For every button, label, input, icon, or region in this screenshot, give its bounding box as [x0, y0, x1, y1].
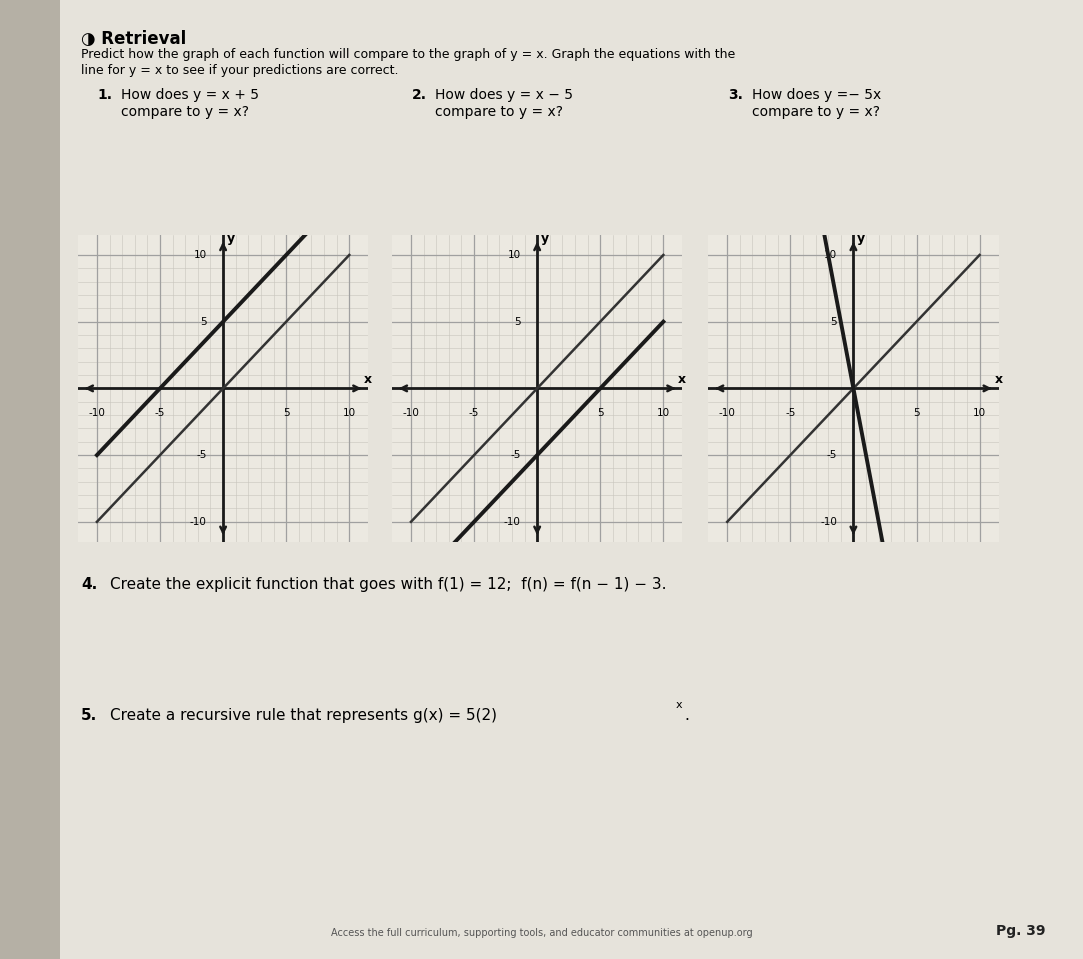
Text: -5: -5: [785, 409, 796, 418]
Text: 10: 10: [508, 250, 521, 260]
Text: Create a recursive rule that represents g(x) = 5(2): Create a recursive rule that represents …: [110, 708, 497, 723]
Text: Pg. 39: Pg. 39: [996, 924, 1046, 938]
Text: compare to y = x?: compare to y = x?: [752, 105, 879, 120]
Text: 5: 5: [283, 409, 289, 418]
Text: 10: 10: [656, 409, 670, 418]
Text: 5: 5: [831, 316, 837, 327]
Text: x: x: [994, 372, 1003, 386]
Text: -5: -5: [155, 409, 166, 418]
Text: 5: 5: [597, 409, 603, 418]
Text: 10: 10: [824, 250, 837, 260]
Text: -10: -10: [403, 409, 419, 418]
Text: line for y = x to see if your predictions are correct.: line for y = x to see if your prediction…: [81, 64, 399, 78]
Text: y: y: [857, 232, 865, 246]
Text: y: y: [540, 232, 549, 246]
Text: How does y =− 5x: How does y =− 5x: [752, 88, 880, 103]
Text: compare to y = x?: compare to y = x?: [435, 105, 563, 120]
Text: 1.: 1.: [97, 88, 113, 103]
Text: How does y = x + 5: How does y = x + 5: [121, 88, 259, 103]
Text: How does y = x − 5: How does y = x − 5: [435, 88, 573, 103]
Text: 3.: 3.: [728, 88, 743, 103]
Text: -10: -10: [719, 409, 735, 418]
Text: 10: 10: [194, 250, 207, 260]
Text: -10: -10: [504, 517, 521, 526]
Text: 5: 5: [913, 409, 919, 418]
Text: x: x: [678, 372, 687, 386]
Text: 4.: 4.: [81, 577, 97, 593]
Text: -5: -5: [469, 409, 480, 418]
Text: 2.: 2.: [412, 88, 427, 103]
Text: 5: 5: [200, 316, 207, 327]
Text: -5: -5: [826, 450, 837, 460]
Text: 5: 5: [514, 316, 521, 327]
Text: Predict how the graph of each function will compare to the graph of y = x. Graph: Predict how the graph of each function w…: [81, 48, 735, 61]
Text: 10: 10: [342, 409, 356, 418]
Text: y: y: [226, 232, 235, 246]
Text: Access the full curriculum, supporting tools, and educator communities at openup: Access the full curriculum, supporting t…: [330, 928, 753, 938]
Text: x: x: [364, 372, 373, 386]
Text: -5: -5: [510, 450, 521, 460]
Text: Create the explicit function that goes with f(1) = 12;  f(n) = f(n − 1) − 3.: Create the explicit function that goes w…: [110, 577, 667, 593]
Text: compare to y = x?: compare to y = x?: [121, 105, 249, 120]
Text: -10: -10: [190, 517, 207, 526]
Text: ◑ Retrieval: ◑ Retrieval: [81, 30, 186, 48]
Text: 10: 10: [973, 409, 987, 418]
Text: -10: -10: [89, 409, 105, 418]
Text: .: .: [684, 708, 690, 723]
Text: 5.: 5.: [81, 708, 97, 723]
Text: -10: -10: [820, 517, 837, 526]
Text: x: x: [676, 700, 682, 710]
Text: -5: -5: [196, 450, 207, 460]
